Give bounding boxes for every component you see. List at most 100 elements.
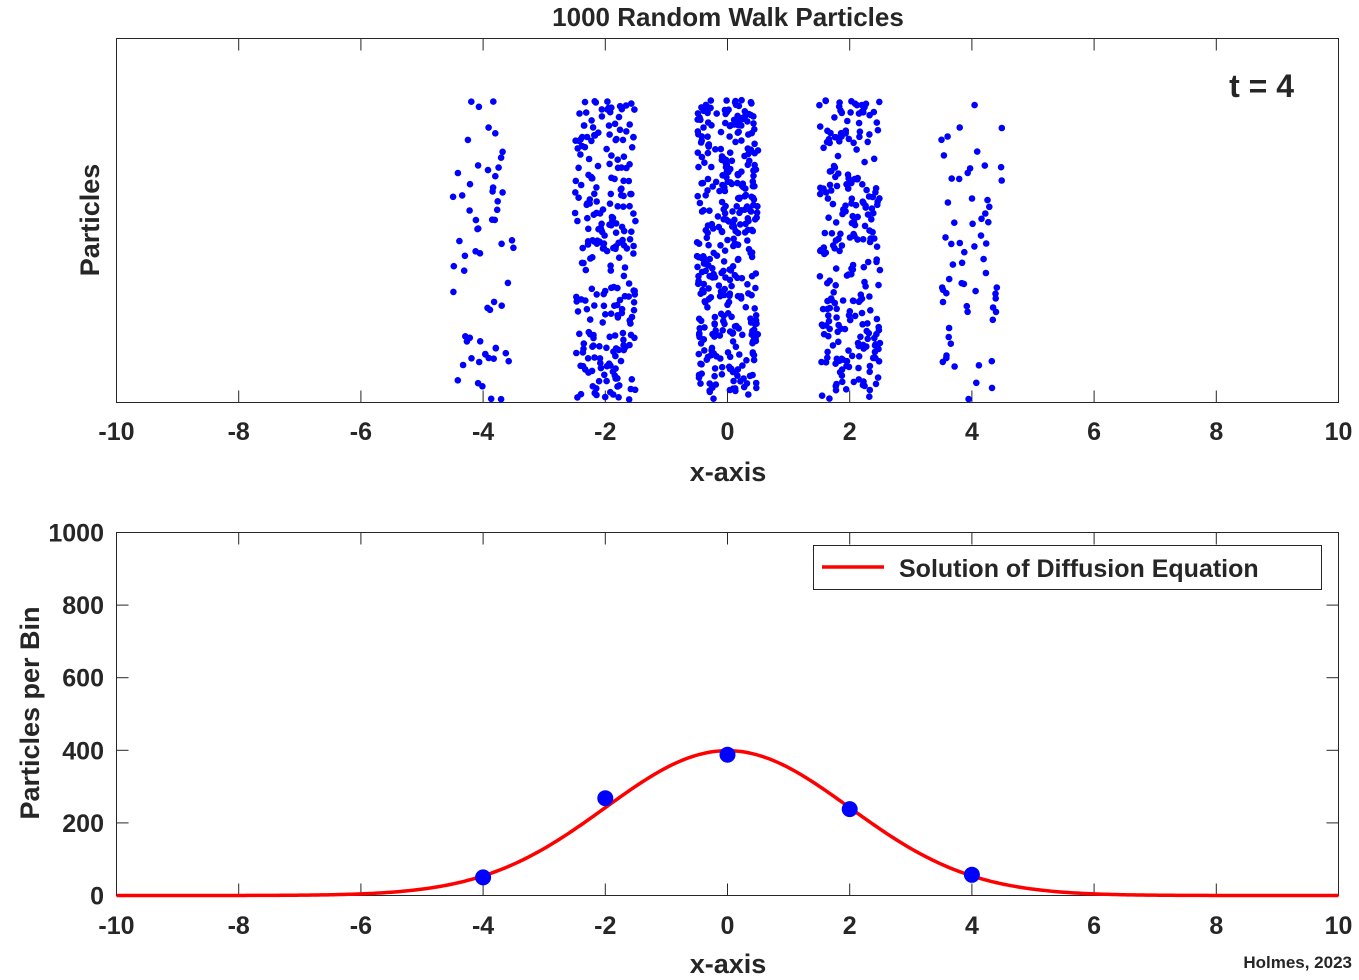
- particle-dot: [631, 386, 639, 394]
- particle-dot: [497, 154, 505, 161]
- particle-dot: [602, 311, 609, 318]
- particle-dot: [508, 237, 516, 244]
- top-x-tick-labels: -10 -8 -6 -4 -2 0 2 4 6 8 10: [98, 418, 1352, 446]
- particle-dot: [590, 334, 597, 342]
- particle-dot: [694, 263, 701, 271]
- particle-dot: [630, 306, 638, 314]
- particle-dot: [607, 362, 614, 369]
- particle-dot: [944, 199, 952, 206]
- bin-count-point: [841, 801, 858, 818]
- particle-dot: [585, 328, 593, 336]
- particle-dot: [718, 363, 726, 371]
- particle-dot: [832, 134, 840, 141]
- particle-dot: [606, 200, 614, 207]
- particle-dot: [853, 101, 861, 109]
- particle-dot: [599, 245, 607, 252]
- particle-dot: [588, 173, 595, 181]
- particle-dot: [986, 203, 993, 211]
- particle-dot: [492, 172, 499, 180]
- particle-dot: [738, 168, 745, 175]
- particle-dot: [703, 234, 711, 242]
- particle-dot: [735, 255, 742, 263]
- particle-dot: [739, 183, 747, 191]
- particle-dot: [866, 238, 874, 246]
- particle-dot: [992, 295, 999, 302]
- particle-dot: [580, 340, 588, 347]
- bottom-x-axis-label: x-axis: [690, 949, 767, 979]
- particle-dot: [696, 333, 703, 341]
- particle-dot: [720, 258, 728, 265]
- particle-dot: [607, 190, 615, 198]
- particle-dot: [630, 299, 638, 306]
- particle-dot: [628, 376, 636, 383]
- particle-dot: [704, 304, 711, 311]
- particle-dot: [866, 386, 874, 394]
- particle-dot: [601, 371, 608, 379]
- particle-dot: [708, 344, 716, 352]
- particle-dot: [992, 290, 999, 298]
- particle-dot: [596, 355, 604, 362]
- particle-dot: [499, 189, 506, 196]
- bin-count-points: [475, 746, 980, 886]
- particle-dot: [944, 133, 951, 140]
- particle-dot: [698, 153, 706, 161]
- particle-dot: [631, 287, 638, 295]
- particle-dot: [498, 302, 506, 310]
- particle-dot: [868, 216, 875, 223]
- particle-dot: [838, 242, 846, 249]
- particle-dot: [581, 143, 589, 151]
- particle-dot: [989, 316, 997, 324]
- particle-dot: [866, 393, 873, 401]
- particle-dot: [731, 323, 739, 330]
- particle-dot: [820, 144, 827, 152]
- particle-dot: [582, 109, 590, 116]
- particle-dot: [855, 353, 863, 360]
- particle-dot: [998, 177, 1005, 184]
- particle-dot: [628, 144, 636, 151]
- histogram-panel: -10 -8 -6 -4 -2 0 2 4 6 8 10 0 200 400 600 800 1000 x-a…: [15, 520, 1352, 980]
- particle-dot: [843, 272, 851, 279]
- particle-dot: [612, 352, 619, 360]
- particle-dot: [725, 168, 732, 176]
- particle-dot: [864, 211, 872, 218]
- particle-dot: [985, 218, 992, 226]
- particle-dot: [833, 182, 841, 190]
- particle-dot: [712, 146, 719, 153]
- particle-dot: [743, 357, 750, 364]
- particle-dot: [628, 100, 635, 107]
- particle-dot: [468, 355, 475, 362]
- particle-dot: [575, 194, 582, 201]
- particle-dot: [577, 151, 584, 158]
- particle-dot: [826, 395, 833, 402]
- particle-dot: [975, 362, 983, 369]
- particle-dot: [484, 304, 491, 312]
- particle-dot: [703, 356, 711, 364]
- particle-dot: [816, 123, 824, 130]
- particle-dot: [700, 259, 708, 267]
- particle-dot: [463, 338, 471, 345]
- particle-dot: [866, 111, 873, 119]
- bottom-x-tick-label: -6: [350, 912, 372, 940]
- particle-dot: [729, 329, 737, 337]
- particle-points: [449, 96, 1006, 403]
- particle-dot: [837, 230, 844, 238]
- particle-dot: [580, 345, 587, 353]
- particle-dot: [816, 273, 824, 280]
- particle-dot: [842, 127, 850, 134]
- particle-dot: [730, 116, 738, 124]
- particle-dot: [865, 193, 873, 200]
- particle-dot: [971, 101, 978, 109]
- particle-dot: [729, 221, 737, 228]
- particle-dot: [623, 164, 630, 172]
- particle-dot: [494, 198, 502, 205]
- particle-dot: [829, 242, 837, 249]
- particle-dot: [858, 309, 866, 317]
- bin-count-point: [475, 869, 492, 886]
- particle-dot: [844, 117, 851, 125]
- bottom-y-tick-label: 600: [62, 665, 104, 693]
- bottom-x-tick-label: 0: [721, 912, 735, 940]
- particle-dot: [709, 225, 717, 232]
- particle-dot: [722, 202, 729, 210]
- particle-dot: [973, 379, 980, 387]
- particle-dot: [726, 133, 733, 140]
